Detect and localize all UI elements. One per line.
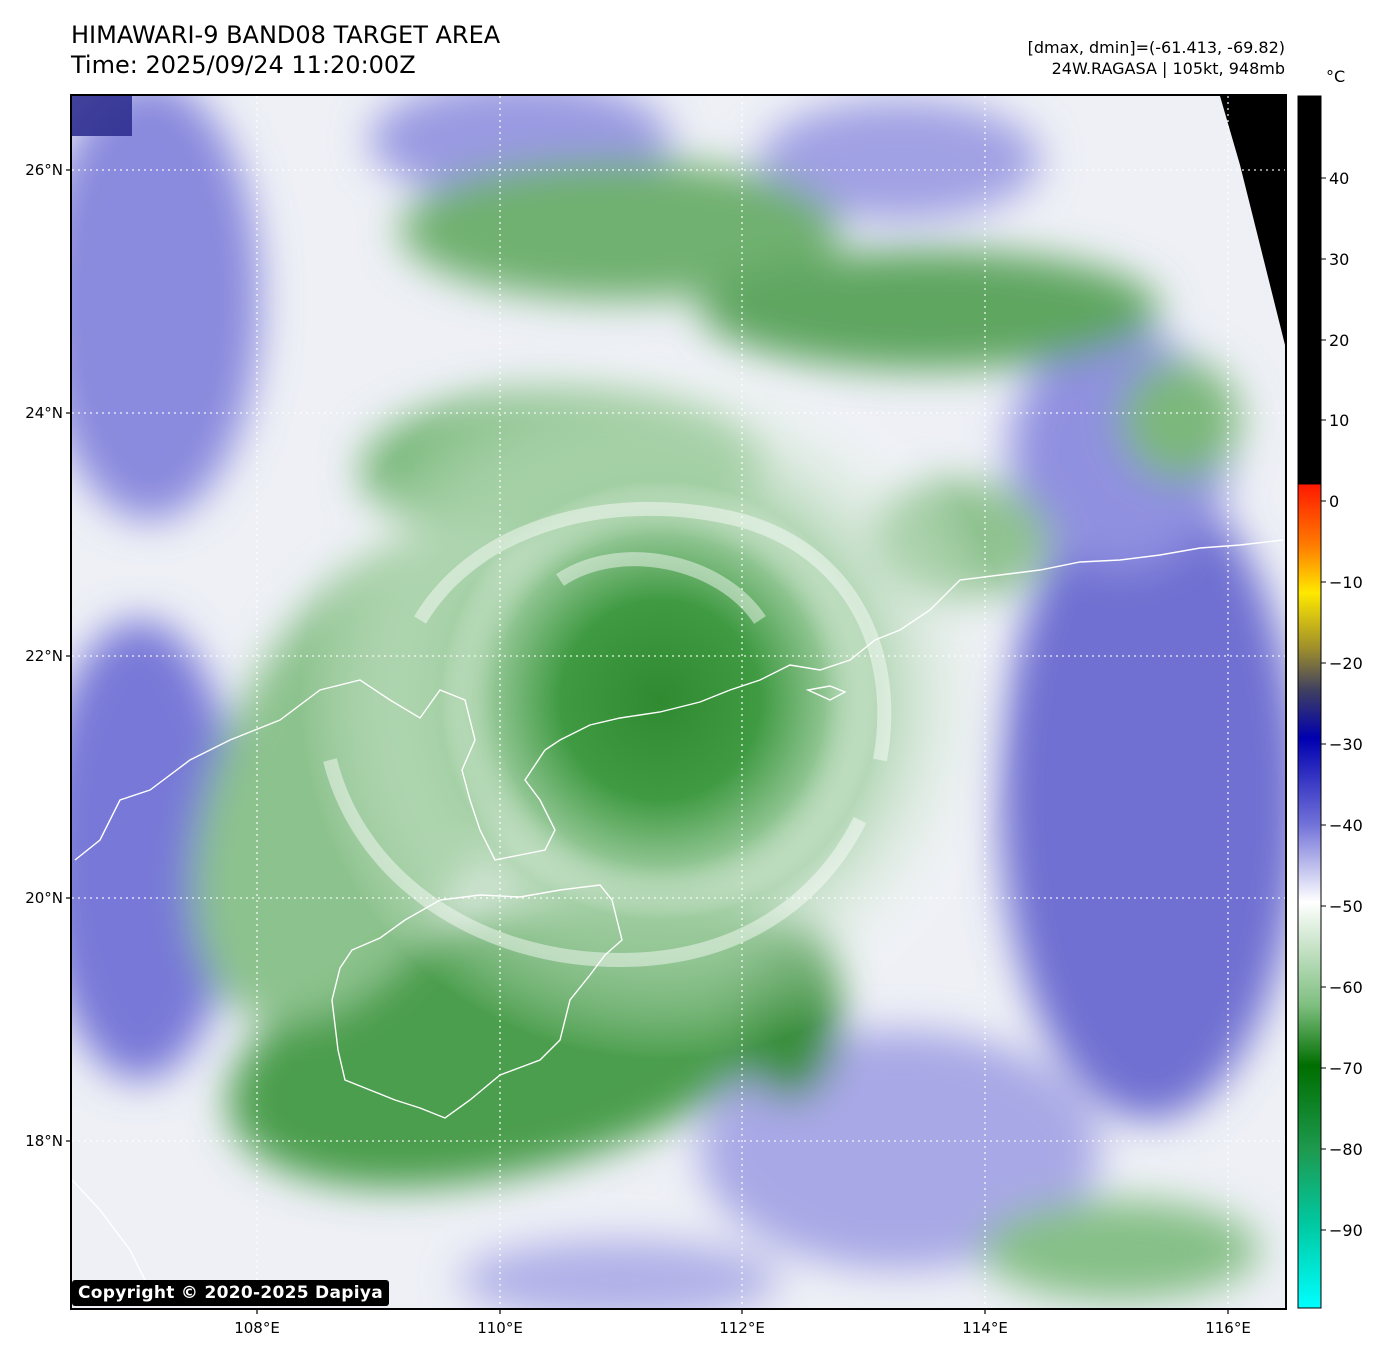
colorbar-tick-label: −10 xyxy=(1329,573,1363,592)
cloud-imagery xyxy=(72,96,1285,1308)
chart-title: HIMAWARI-9 BAND08 TARGET AREA xyxy=(71,21,501,49)
colorbar-tick-label: 30 xyxy=(1329,250,1349,269)
lon-label-114e: 114°E xyxy=(962,1319,1008,1337)
copyright-badge: Copyright © 2020-2025 Dapiya xyxy=(72,1280,389,1306)
lon-label-108e: 108°E xyxy=(234,1319,280,1337)
storm-label: 24W.RAGASA | 105kt, 948mb xyxy=(1051,59,1285,78)
colorbar-tick-label: −70 xyxy=(1329,1059,1363,1078)
colorbar-tick-label: 10 xyxy=(1329,411,1349,430)
lon-label-116e: 116°E xyxy=(1205,1319,1251,1337)
map-frame xyxy=(70,94,1287,1310)
lon-label-112e: 112°E xyxy=(719,1319,765,1337)
colorbar-tick-label: −40 xyxy=(1329,816,1363,835)
colorbar-tick-label: −90 xyxy=(1329,1221,1363,1240)
graticule xyxy=(72,96,1285,1308)
info-block: [dmax, dmin]=(-61.413, -69.82) 24W.RAGAS… xyxy=(1028,37,1285,79)
coastline xyxy=(72,539,1284,1291)
colorbar-tick-label: −50 xyxy=(1329,897,1363,916)
colorbar-tick-label: 20 xyxy=(1329,331,1349,350)
colorbar-tick-label: −60 xyxy=(1329,978,1363,997)
time-label: Time: 2025/09/24 11:20:00Z xyxy=(71,51,416,79)
colorbar-tick-label: −80 xyxy=(1329,1140,1363,1159)
colorbar-tick-label: 40 xyxy=(1329,169,1349,188)
colorbar-tick-label: −20 xyxy=(1329,654,1363,673)
axis-ticks xyxy=(66,169,1229,1314)
colorbar-tick-label: 0 xyxy=(1329,492,1339,511)
lat-label-18n: 18°N xyxy=(25,1132,63,1150)
lat-label-26n: 26°N xyxy=(25,161,63,179)
title-block: HIMAWARI-9 BAND08 TARGET AREA Time: 2025… xyxy=(71,20,500,80)
lon-label-110e: 110°E xyxy=(477,1319,523,1337)
colorbar-tick-label: −30 xyxy=(1329,735,1363,754)
lat-label-20n: 20°N xyxy=(25,889,63,907)
range-label: [dmax, dmin]=(-61.413, -69.82) xyxy=(1027,38,1285,57)
colorbar xyxy=(1297,95,1322,1309)
colorbar-unit: °C xyxy=(1326,67,1346,86)
lat-label-22n: 22°N xyxy=(25,647,63,665)
lat-label-24n: 24°N xyxy=(25,404,63,422)
colorbar-ticks xyxy=(1321,177,1326,1231)
